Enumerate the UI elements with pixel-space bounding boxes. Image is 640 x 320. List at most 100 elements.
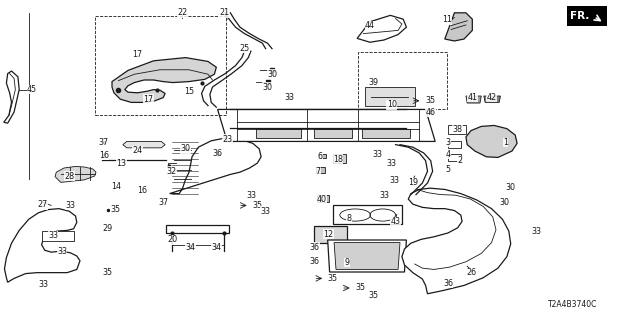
Text: 11: 11 xyxy=(442,15,452,24)
Polygon shape xyxy=(362,129,410,138)
Text: 34: 34 xyxy=(186,243,196,252)
Bar xyxy=(358,52,447,109)
Text: 1: 1 xyxy=(503,138,508,147)
Text: 33: 33 xyxy=(57,247,67,256)
Text: 33: 33 xyxy=(531,228,541,236)
Text: 36: 36 xyxy=(212,149,223,158)
Text: 30: 30 xyxy=(180,144,191,153)
Polygon shape xyxy=(365,87,415,106)
Text: 39: 39 xyxy=(368,78,378,87)
Text: 35: 35 xyxy=(102,268,113,277)
Text: 35: 35 xyxy=(110,205,120,214)
Text: 33: 33 xyxy=(379,191,389,200)
Polygon shape xyxy=(402,188,511,294)
Text: 5: 5 xyxy=(445,165,451,174)
Text: 36: 36 xyxy=(443,279,453,288)
Text: 30: 30 xyxy=(267,70,277,79)
Text: 22: 22 xyxy=(177,8,188,17)
Polygon shape xyxy=(334,243,400,269)
Text: 6: 6 xyxy=(317,152,323,161)
Polygon shape xyxy=(319,154,326,158)
Polygon shape xyxy=(112,58,216,102)
Text: 38: 38 xyxy=(452,125,463,134)
Polygon shape xyxy=(466,125,517,157)
Text: 33: 33 xyxy=(65,201,76,210)
Text: 21: 21 xyxy=(219,8,229,17)
Text: 23: 23 xyxy=(222,135,232,144)
Polygon shape xyxy=(4,71,19,123)
Text: 17: 17 xyxy=(132,50,143,59)
Text: 46: 46 xyxy=(426,108,436,116)
Text: 43: 43 xyxy=(390,217,401,226)
Polygon shape xyxy=(445,13,472,41)
Text: 36: 36 xyxy=(310,243,320,252)
Text: FR.: FR. xyxy=(570,11,589,21)
Text: 44: 44 xyxy=(365,21,375,30)
Bar xyxy=(567,6,607,26)
Text: 28: 28 xyxy=(64,172,74,180)
Text: 33: 33 xyxy=(48,231,58,240)
Text: 33: 33 xyxy=(390,176,400,185)
Text: 37: 37 xyxy=(159,198,169,207)
Text: 29: 29 xyxy=(102,224,113,233)
Text: 27: 27 xyxy=(38,200,48,209)
Text: 24: 24 xyxy=(132,146,143,155)
Text: T2A4B3740C: T2A4B3740C xyxy=(548,300,598,309)
Text: 30: 30 xyxy=(505,183,515,192)
Polygon shape xyxy=(484,96,500,102)
Text: 7: 7 xyxy=(316,167,321,176)
Text: 19: 19 xyxy=(408,178,418,187)
Text: 32: 32 xyxy=(166,167,177,176)
Polygon shape xyxy=(170,138,261,194)
Polygon shape xyxy=(314,129,352,138)
Polygon shape xyxy=(4,209,80,282)
Polygon shape xyxy=(466,96,481,103)
Text: 33: 33 xyxy=(260,207,271,216)
Text: 30: 30 xyxy=(499,198,509,207)
Polygon shape xyxy=(218,109,435,141)
Text: 41: 41 xyxy=(467,93,477,102)
Text: 34: 34 xyxy=(211,243,221,252)
Text: 35: 35 xyxy=(368,291,378,300)
Text: 25: 25 xyxy=(239,44,250,53)
Text: 33: 33 xyxy=(38,280,49,289)
Polygon shape xyxy=(357,15,406,42)
Text: 16: 16 xyxy=(137,186,147,195)
Polygon shape xyxy=(316,167,325,173)
Polygon shape xyxy=(333,205,402,224)
Text: 4: 4 xyxy=(445,150,451,159)
Polygon shape xyxy=(448,125,466,134)
Text: 42: 42 xyxy=(486,93,497,102)
Text: 8: 8 xyxy=(346,214,351,223)
Text: 33: 33 xyxy=(387,159,397,168)
Text: 2: 2 xyxy=(457,156,462,165)
Text: 15: 15 xyxy=(184,87,194,96)
Bar xyxy=(95,16,226,115)
Text: 14: 14 xyxy=(111,182,122,191)
Text: 33: 33 xyxy=(285,93,295,102)
Text: 37: 37 xyxy=(99,138,109,147)
Text: 35: 35 xyxy=(252,201,262,210)
Text: 18: 18 xyxy=(333,155,343,164)
Text: 33: 33 xyxy=(372,150,383,159)
Text: 9: 9 xyxy=(344,258,349,267)
Polygon shape xyxy=(55,166,96,182)
Text: 36: 36 xyxy=(310,257,320,266)
Text: 17: 17 xyxy=(143,95,154,104)
Text: 35: 35 xyxy=(425,96,435,105)
Text: 26: 26 xyxy=(467,268,477,277)
Text: 13: 13 xyxy=(116,159,127,168)
Polygon shape xyxy=(317,195,329,202)
Text: 33: 33 xyxy=(246,191,257,200)
Text: 35: 35 xyxy=(355,284,365,292)
Text: 40: 40 xyxy=(316,195,326,204)
Text: 20: 20 xyxy=(168,236,178,244)
Polygon shape xyxy=(123,141,165,148)
Polygon shape xyxy=(166,225,229,233)
Polygon shape xyxy=(448,154,461,161)
Polygon shape xyxy=(42,231,74,241)
Polygon shape xyxy=(448,141,461,148)
Polygon shape xyxy=(328,240,406,272)
Polygon shape xyxy=(256,129,301,138)
Text: 30: 30 xyxy=(262,83,273,92)
